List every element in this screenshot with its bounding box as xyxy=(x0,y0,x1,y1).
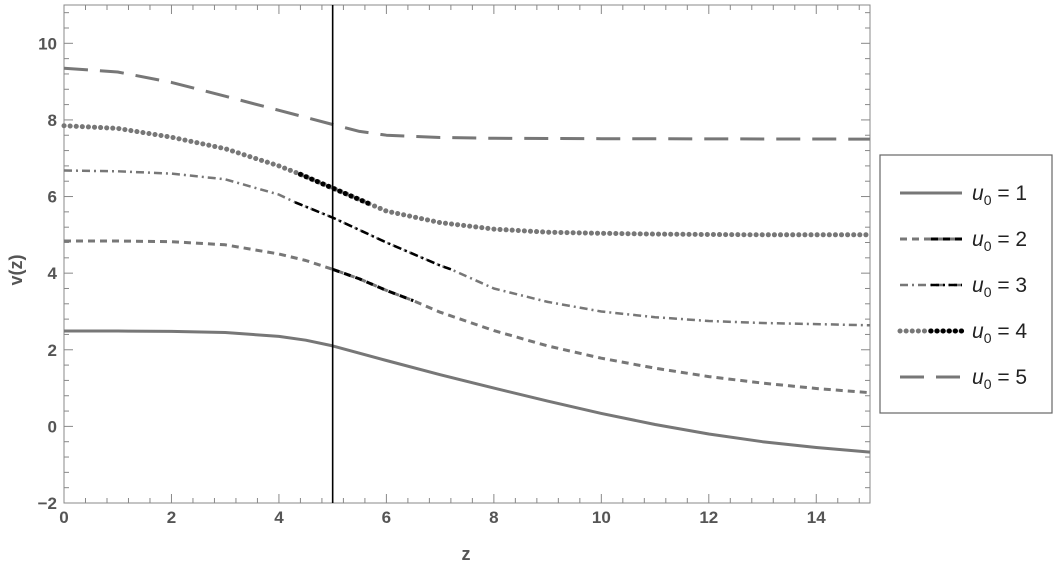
legend-label: u0 = 3 xyxy=(972,274,1027,300)
series-line-u0-5 xyxy=(63,66,871,141)
x-tick-label: 14 xyxy=(807,508,826,527)
x-tick-label: 2 xyxy=(167,508,176,527)
axis-ticks xyxy=(63,5,870,504)
x-tick-label: 10 xyxy=(592,508,611,527)
y-tick-label: 2 xyxy=(48,341,57,360)
x-axis-label: z xyxy=(462,544,471,564)
series-line-u0-3 xyxy=(63,169,871,327)
legend: u0 = 1 u0 = 2 u0 = 3 u0 = 4 u0 = 5 xyxy=(879,154,1053,414)
y-axis-label: v(z) xyxy=(6,254,26,285)
plot-frame xyxy=(63,4,871,504)
legend-box xyxy=(879,154,1053,414)
y-tick-label: 4 xyxy=(48,264,58,283)
series-highlight-u0-3 xyxy=(294,201,452,271)
x-tick-label: 6 xyxy=(382,508,391,527)
series-lines xyxy=(61,66,873,454)
series-line-u0-1 xyxy=(64,329,871,454)
x-tick-label: 12 xyxy=(699,508,718,527)
y-tick-label: 0 xyxy=(48,417,57,436)
y-tick-label: 6 xyxy=(48,188,57,207)
series-line-u0-4 xyxy=(61,123,873,238)
series-line-u0-2 xyxy=(64,239,871,395)
legend-label: u0 = 4 xyxy=(972,320,1027,346)
y-tick-label: 10 xyxy=(38,34,57,53)
x-tick-label: 0 xyxy=(59,508,68,527)
series-highlight-u0-2 xyxy=(332,267,414,303)
y-tick-label: 8 xyxy=(48,111,57,130)
legend-label: u0 = 1 xyxy=(972,182,1027,208)
legend-label: u0 = 2 xyxy=(972,228,1027,254)
series-highlight-u0-4 xyxy=(297,171,373,207)
y-tick-label: −2 xyxy=(38,494,57,513)
plot-area-frame xyxy=(63,4,871,504)
legend-label: u0 = 5 xyxy=(972,366,1027,392)
x-tick-label: 8 xyxy=(489,508,498,527)
x-tick-label: 4 xyxy=(274,508,284,527)
